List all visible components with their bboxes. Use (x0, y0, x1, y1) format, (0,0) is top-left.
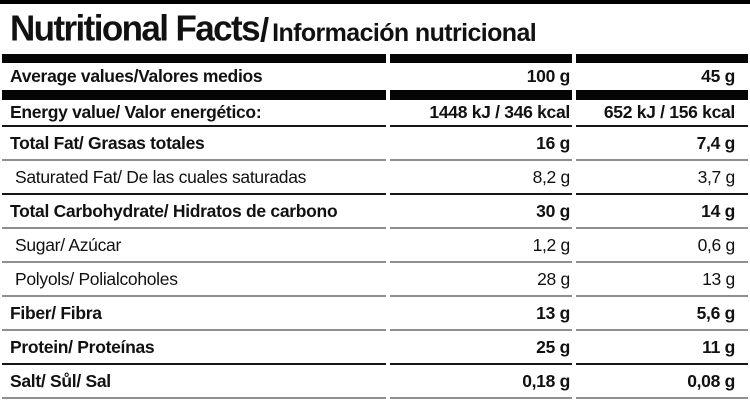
row-value-45g: 3,7 g (576, 161, 748, 195)
title-separator-slash: / (259, 11, 270, 48)
row-label: Total Carbohydrate/ Hidratos de carbono (2, 195, 386, 229)
header-bottom-bar-segment (390, 90, 572, 100)
row-label: Total Fat/ Grasas totales (2, 127, 386, 161)
table-row: Total Fat/ Grasas totales 16 g 7,4 g (2, 127, 748, 161)
row-label: Saturated Fat/ De las cuales saturadas (2, 161, 386, 195)
row-value-100g: 13 g (390, 297, 572, 331)
row-label: Sugar/ Azúcar (2, 229, 386, 263)
table-row: Sugar/ Azúcar 1,2 g 0,6 g (2, 229, 748, 263)
header-top-bar-segment (2, 54, 386, 63)
table-body: Energy value/ Valor energético: 1448 kJ … (2, 100, 748, 399)
header-top-bar-segment (576, 54, 748, 63)
row-value-100g: 1448 kJ / 346 kcal (390, 100, 572, 127)
row-label: Protein/ Proteínas (2, 331, 386, 365)
title-english: Nutritional Facts (10, 8, 261, 49)
row-value-45g: 5,6 g (576, 297, 748, 331)
row-value-100g: 0,18 g (390, 365, 572, 399)
table-row: Saturated Fat/ De las cuales saturadas 8… (2, 161, 748, 195)
table-row: Protein/ Proteínas 25 g 11 g (2, 331, 748, 365)
table-row: Salt/ Sůl/ Sal 0,18 g 0,08 g (2, 365, 748, 399)
table-row: Polyols/ Polialcoholes 28 g 13 g (2, 263, 748, 297)
row-value-45g: 7,4 g (576, 127, 748, 161)
row-label: Fiber/ Fibra (2, 297, 386, 331)
row-value-100g: 28 g (390, 263, 572, 297)
row-value-45g: 652 kJ / 156 kcal (576, 100, 748, 127)
row-label: Energy value/ Valor energético: (2, 100, 386, 127)
nutrition-label: Nutritional Facts / Información nutricio… (2, 4, 748, 399)
title-spanish: Información nutricional (272, 19, 537, 47)
row-value-45g: 11 g (576, 331, 748, 365)
row-value-100g: 16 g (390, 127, 572, 161)
top-border-bar (0, 0, 750, 4)
column-header-row: Average values/Valores medios 100 g 45 g (2, 63, 748, 90)
row-value-100g: 1,2 g (390, 229, 572, 263)
header-top-bar-segment (390, 54, 572, 63)
row-value-100g: 8,2 g (390, 161, 572, 195)
row-value-100g: 30 g (390, 195, 572, 229)
row-label: Salt/ Sůl/ Sal (2, 365, 386, 399)
header-bottom-bar-segment (2, 90, 386, 100)
row-value-45g: 14 g (576, 195, 748, 229)
row-label: Polyols/ Polialcoholes (2, 263, 386, 297)
column-header-100g: 100 g (526, 66, 571, 86)
row-value-45g: 0,08 g (576, 365, 748, 399)
header-bottom-bar-segment (576, 90, 748, 100)
header-top-bar (2, 54, 748, 63)
table-row: Energy value/ Valor energético: 1448 kJ … (2, 100, 748, 127)
column-header-label: Average values/Valores medios (10, 66, 263, 86)
table-row: Fiber/ Fibra 13 g 5,6 g (2, 297, 748, 331)
table-row: Total Carbohydrate/ Hidratos de carbono … (2, 195, 748, 229)
header-bottom-bar (2, 90, 748, 100)
row-value-45g: 13 g (576, 263, 748, 297)
row-value-100g: 25 g (390, 331, 572, 365)
column-header-45g: 45 g (701, 66, 735, 86)
page-title: Nutritional Facts / Información nutricio… (2, 4, 748, 54)
row-value-45g: 0,6 g (576, 229, 748, 263)
